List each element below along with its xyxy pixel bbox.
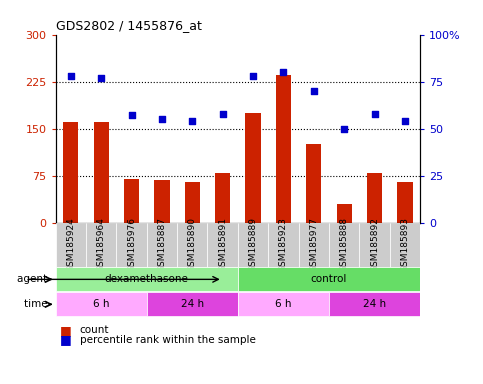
Point (401, 118, 409, 124)
Bar (329, 223, 359, 267)
Bar (147, 292, 238, 316)
Text: GSM185924: GSM185924 (66, 217, 75, 272)
Text: 6 h: 6 h (275, 299, 292, 310)
Point (249, 73, 257, 79)
Text: GSM185893: GSM185893 (400, 217, 410, 272)
Text: GSM185891: GSM185891 (218, 217, 227, 272)
Text: GSM185977: GSM185977 (309, 217, 318, 272)
Text: GSM185889: GSM185889 (249, 217, 257, 272)
Text: dexamethasone: dexamethasone (105, 274, 189, 285)
Text: ■: ■ (60, 333, 76, 346)
Text: 24 h: 24 h (181, 299, 204, 310)
Point (97, 75, 105, 81)
Text: agent: agent (17, 274, 51, 285)
Point (280, 69, 287, 75)
Text: GSM185887: GSM185887 (157, 217, 167, 272)
Point (158, 116, 166, 122)
Bar (245, 113, 261, 223)
Bar (276, 75, 291, 223)
Bar (56, 223, 86, 267)
Bar (116, 223, 147, 267)
Point (310, 88, 318, 94)
Bar (154, 180, 170, 223)
Point (341, 126, 348, 132)
Text: GSM185892: GSM185892 (370, 217, 379, 272)
Bar (298, 223, 329, 267)
Text: percentile rank within the sample: percentile rank within the sample (80, 335, 256, 345)
Text: GSM185888: GSM185888 (340, 217, 349, 272)
Text: control: control (311, 274, 347, 285)
Bar (238, 223, 268, 267)
Bar (208, 223, 238, 267)
Bar (56, 292, 147, 316)
Text: GSM185976: GSM185976 (127, 217, 136, 272)
Bar (94, 122, 109, 223)
Bar (337, 204, 352, 223)
Text: GSM185964: GSM185964 (97, 217, 106, 272)
Bar (329, 292, 420, 316)
Bar (147, 223, 177, 267)
Text: ■: ■ (60, 324, 76, 337)
Point (219, 111, 227, 117)
Bar (367, 172, 382, 223)
Bar (86, 223, 116, 267)
Text: GSM185923: GSM185923 (279, 217, 288, 272)
Bar (177, 223, 208, 267)
Bar (124, 179, 139, 223)
Bar (185, 182, 200, 223)
Point (188, 118, 196, 124)
Point (371, 111, 379, 117)
Bar (238, 292, 329, 316)
Bar (359, 223, 390, 267)
Text: count: count (80, 325, 109, 335)
Text: GDS2802 / 1455876_at: GDS2802 / 1455876_at (56, 19, 201, 32)
Text: GSM185890: GSM185890 (188, 217, 197, 272)
Point (128, 113, 135, 119)
Text: 6 h: 6 h (93, 299, 109, 310)
Point (67, 73, 74, 79)
Bar (390, 223, 420, 267)
Text: time: time (24, 299, 51, 310)
Bar (63, 122, 78, 223)
Text: 24 h: 24 h (363, 299, 386, 310)
Bar (268, 223, 298, 267)
Bar (215, 172, 230, 223)
Bar (238, 267, 420, 291)
Bar (56, 267, 238, 291)
Bar (306, 144, 322, 223)
Bar (398, 182, 412, 223)
